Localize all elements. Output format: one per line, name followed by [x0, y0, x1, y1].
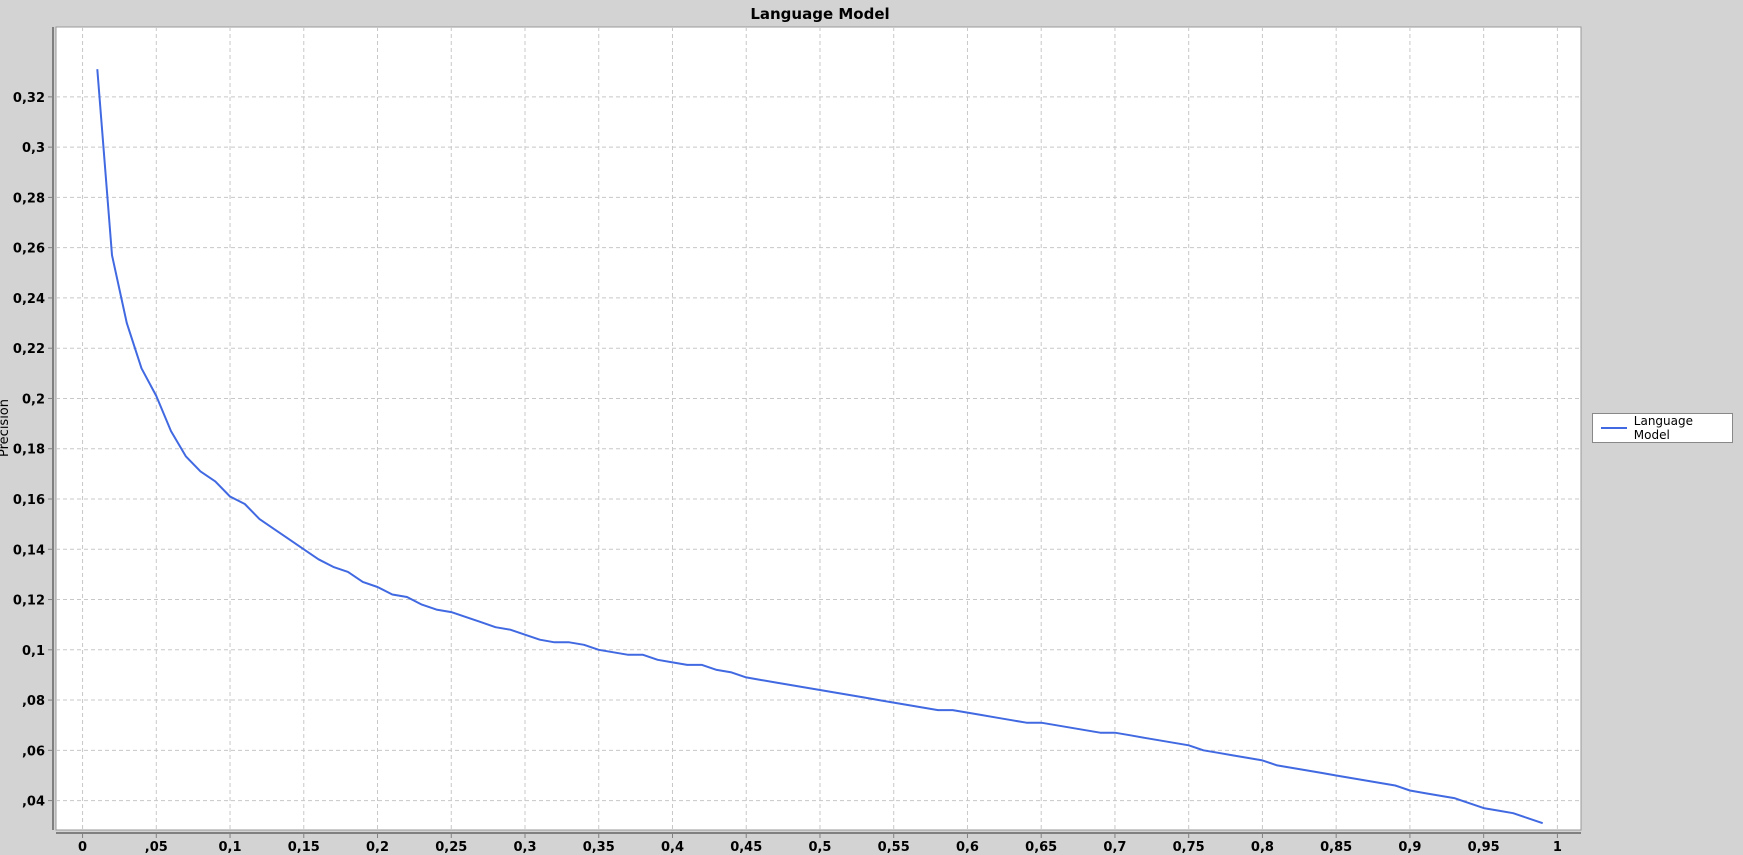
y-tick-label: 0,18: [13, 443, 45, 458]
legend-label: Language Model: [1633, 414, 1694, 442]
x-tick-label: 0,9: [1398, 840, 1421, 855]
tick-labels: 0 ,05 0,1 0,15 0,2 0,25 0,3 0,35 0,4 0,45 0,5 0,55 0…: [13, 91, 1562, 855]
y-tick-label: ,04: [22, 795, 45, 810]
x-tick-label: 0,7: [1103, 840, 1126, 855]
x-tick-label: 0,75: [1173, 840, 1205, 855]
x-tick-label: ,05: [145, 840, 168, 855]
grid-lines: [56, 27, 1581, 830]
legend-swatch: [1601, 427, 1627, 429]
x-tick-label: 1: [1553, 840, 1562, 855]
y-tick-label: 0,2: [22, 392, 45, 407]
y-tick-label: 0,1: [22, 644, 45, 659]
x-tick-label: 0,25: [435, 840, 467, 855]
x-tick-label: 0,1: [219, 840, 242, 855]
x-tick-label: 0,65: [1025, 840, 1057, 855]
y-tick-label: 0,28: [13, 191, 45, 206]
chart-title: Language Model: [750, 5, 890, 23]
y-tick-label: 0,26: [13, 242, 45, 257]
axes: [52, 27, 1581, 834]
x-tick-label: 0,2: [366, 840, 389, 855]
x-tick-label: 0,5: [808, 840, 831, 855]
x-tick-label: 0,45: [730, 840, 762, 855]
x-tick-label: 0: [78, 840, 87, 855]
y-tick-label: 0,14: [13, 543, 45, 558]
y-tick-label: 0,32: [13, 91, 45, 106]
legend: Language Model: [1592, 413, 1733, 443]
x-tick-label: 0,4: [661, 840, 684, 855]
y-tick-label: ,06: [22, 744, 45, 759]
y-tick-label: 0,22: [13, 342, 45, 357]
y-axis-label: Precision: [0, 399, 12, 457]
x-tick-label: 0,35: [583, 840, 615, 855]
y-tick-label: 0,24: [13, 292, 45, 307]
y-tick-label: 0,12: [13, 594, 45, 609]
x-tick-label: 0,95: [1468, 840, 1500, 855]
plot-area: [55, 26, 1582, 831]
x-tick-label: 0,8: [1251, 840, 1274, 855]
x-tick-label: 0,85: [1320, 840, 1352, 855]
x-tick-label: 0,3: [513, 840, 536, 855]
x-tick-label: 0,6: [956, 840, 979, 855]
x-tick-label: 0,15: [288, 840, 320, 855]
y-tick-label: ,08: [22, 694, 45, 709]
series-layer: [96, 69, 1544, 825]
series-line-language-model: [96, 69, 1544, 825]
y-tick-label: 0,16: [13, 493, 45, 508]
x-tick-label: 0,55: [878, 840, 910, 855]
y-tick-label: 0,3: [22, 141, 45, 156]
